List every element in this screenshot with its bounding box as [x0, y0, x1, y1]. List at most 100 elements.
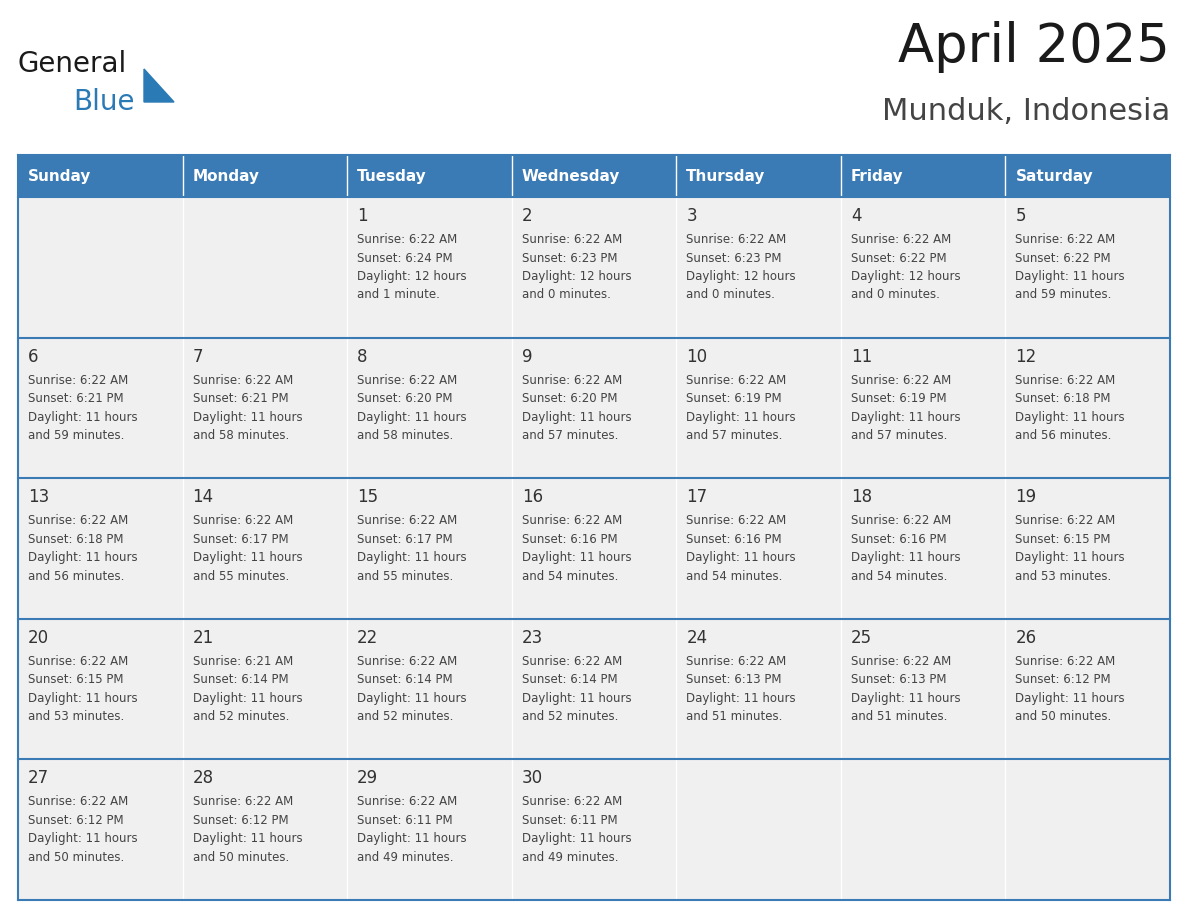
Bar — [183, 155, 347, 197]
Bar — [676, 619, 841, 759]
Text: Sunrise: 6:22 AM
Sunset: 6:23 PM
Daylight: 12 hours
and 0 minutes.: Sunrise: 6:22 AM Sunset: 6:23 PM Dayligh… — [522, 233, 631, 301]
Bar — [18, 759, 183, 900]
Bar — [841, 619, 1005, 759]
Text: Friday: Friday — [851, 169, 904, 184]
Text: Sunrise: 6:22 AM
Sunset: 6:20 PM
Daylight: 11 hours
and 58 minutes.: Sunrise: 6:22 AM Sunset: 6:20 PM Dayligh… — [358, 374, 467, 442]
Text: 19: 19 — [1016, 488, 1037, 506]
Bar — [676, 478, 841, 619]
Bar — [183, 338, 347, 478]
Text: Sunrise: 6:22 AM
Sunset: 6:19 PM
Daylight: 11 hours
and 57 minutes.: Sunrise: 6:22 AM Sunset: 6:19 PM Dayligh… — [687, 374, 796, 442]
Text: 3: 3 — [687, 207, 697, 225]
Text: Munduk, Indonesia: Munduk, Indonesia — [881, 97, 1170, 126]
Bar — [347, 759, 512, 900]
Text: Blue: Blue — [72, 88, 134, 116]
Text: Sunrise: 6:22 AM
Sunset: 6:14 PM
Daylight: 11 hours
and 52 minutes.: Sunrise: 6:22 AM Sunset: 6:14 PM Dayligh… — [358, 655, 467, 723]
Text: 1: 1 — [358, 207, 368, 225]
Bar — [347, 619, 512, 759]
Text: 2: 2 — [522, 207, 532, 225]
Bar — [18, 619, 183, 759]
Text: Sunrise: 6:22 AM
Sunset: 6:17 PM
Daylight: 11 hours
and 55 minutes.: Sunrise: 6:22 AM Sunset: 6:17 PM Dayligh… — [358, 514, 467, 583]
Text: 12: 12 — [1016, 348, 1037, 365]
Text: 9: 9 — [522, 348, 532, 365]
Text: 29: 29 — [358, 769, 378, 788]
Text: 10: 10 — [687, 348, 707, 365]
Bar — [512, 478, 676, 619]
Text: 15: 15 — [358, 488, 378, 506]
Bar — [347, 338, 512, 478]
Text: Sunrise: 6:22 AM
Sunset: 6:13 PM
Daylight: 11 hours
and 51 minutes.: Sunrise: 6:22 AM Sunset: 6:13 PM Dayligh… — [851, 655, 960, 723]
Text: 17: 17 — [687, 488, 707, 506]
Bar — [841, 338, 1005, 478]
Text: 8: 8 — [358, 348, 367, 365]
Bar — [18, 155, 183, 197]
Text: 30: 30 — [522, 769, 543, 788]
Bar — [676, 197, 841, 338]
Bar — [1005, 759, 1170, 900]
Text: Saturday: Saturday — [1016, 169, 1093, 184]
Text: 26: 26 — [1016, 629, 1037, 647]
Text: Sunrise: 6:22 AM
Sunset: 6:21 PM
Daylight: 11 hours
and 58 minutes.: Sunrise: 6:22 AM Sunset: 6:21 PM Dayligh… — [192, 374, 302, 442]
Text: Sunrise: 6:22 AM
Sunset: 6:18 PM
Daylight: 11 hours
and 56 minutes.: Sunrise: 6:22 AM Sunset: 6:18 PM Dayligh… — [29, 514, 138, 583]
Text: 4: 4 — [851, 207, 861, 225]
Text: 16: 16 — [522, 488, 543, 506]
Text: General: General — [18, 50, 127, 78]
Bar — [18, 478, 183, 619]
Text: Sunrise: 6:21 AM
Sunset: 6:14 PM
Daylight: 11 hours
and 52 minutes.: Sunrise: 6:21 AM Sunset: 6:14 PM Dayligh… — [192, 655, 302, 723]
Text: Sunrise: 6:22 AM
Sunset: 6:15 PM
Daylight: 11 hours
and 53 minutes.: Sunrise: 6:22 AM Sunset: 6:15 PM Dayligh… — [29, 655, 138, 723]
Text: Sunrise: 6:22 AM
Sunset: 6:12 PM
Daylight: 11 hours
and 50 minutes.: Sunrise: 6:22 AM Sunset: 6:12 PM Dayligh… — [29, 795, 138, 864]
Text: Sunrise: 6:22 AM
Sunset: 6:12 PM
Daylight: 11 hours
and 50 minutes.: Sunrise: 6:22 AM Sunset: 6:12 PM Dayligh… — [1016, 655, 1125, 723]
Text: Sunrise: 6:22 AM
Sunset: 6:23 PM
Daylight: 12 hours
and 0 minutes.: Sunrise: 6:22 AM Sunset: 6:23 PM Dayligh… — [687, 233, 796, 301]
Text: Sunrise: 6:22 AM
Sunset: 6:17 PM
Daylight: 11 hours
and 55 minutes.: Sunrise: 6:22 AM Sunset: 6:17 PM Dayligh… — [192, 514, 302, 583]
Text: Sunrise: 6:22 AM
Sunset: 6:14 PM
Daylight: 11 hours
and 52 minutes.: Sunrise: 6:22 AM Sunset: 6:14 PM Dayligh… — [522, 655, 631, 723]
Bar — [1005, 155, 1170, 197]
Bar — [183, 197, 347, 338]
Bar — [841, 155, 1005, 197]
Text: 7: 7 — [192, 348, 203, 365]
Polygon shape — [144, 69, 173, 102]
Text: 18: 18 — [851, 488, 872, 506]
Bar — [1005, 197, 1170, 338]
Text: Sunrise: 6:22 AM
Sunset: 6:12 PM
Daylight: 11 hours
and 50 minutes.: Sunrise: 6:22 AM Sunset: 6:12 PM Dayligh… — [192, 795, 302, 864]
Text: April 2025: April 2025 — [898, 21, 1170, 73]
Text: Sunrise: 6:22 AM
Sunset: 6:11 PM
Daylight: 11 hours
and 49 minutes.: Sunrise: 6:22 AM Sunset: 6:11 PM Dayligh… — [358, 795, 467, 864]
Bar — [512, 338, 676, 478]
Text: Tuesday: Tuesday — [358, 169, 426, 184]
Text: Thursday: Thursday — [687, 169, 765, 184]
Text: 13: 13 — [29, 488, 49, 506]
Text: Sunrise: 6:22 AM
Sunset: 6:21 PM
Daylight: 11 hours
and 59 minutes.: Sunrise: 6:22 AM Sunset: 6:21 PM Dayligh… — [29, 374, 138, 442]
Text: 21: 21 — [192, 629, 214, 647]
Bar — [512, 155, 676, 197]
Text: Sunrise: 6:22 AM
Sunset: 6:11 PM
Daylight: 11 hours
and 49 minutes.: Sunrise: 6:22 AM Sunset: 6:11 PM Dayligh… — [522, 795, 631, 864]
Bar — [18, 338, 183, 478]
Text: Sunrise: 6:22 AM
Sunset: 6:13 PM
Daylight: 11 hours
and 51 minutes.: Sunrise: 6:22 AM Sunset: 6:13 PM Dayligh… — [687, 655, 796, 723]
Text: Sunrise: 6:22 AM
Sunset: 6:15 PM
Daylight: 11 hours
and 53 minutes.: Sunrise: 6:22 AM Sunset: 6:15 PM Dayligh… — [1016, 514, 1125, 583]
Bar — [512, 759, 676, 900]
Text: Sunrise: 6:22 AM
Sunset: 6:24 PM
Daylight: 12 hours
and 1 minute.: Sunrise: 6:22 AM Sunset: 6:24 PM Dayligh… — [358, 233, 467, 301]
Bar — [841, 197, 1005, 338]
Bar — [18, 197, 183, 338]
Text: Sunrise: 6:22 AM
Sunset: 6:22 PM
Daylight: 12 hours
and 0 minutes.: Sunrise: 6:22 AM Sunset: 6:22 PM Dayligh… — [851, 233, 960, 301]
Bar — [841, 478, 1005, 619]
Text: 5: 5 — [1016, 207, 1026, 225]
Text: 14: 14 — [192, 488, 214, 506]
Bar — [676, 338, 841, 478]
Text: 23: 23 — [522, 629, 543, 647]
Text: Monday: Monday — [192, 169, 259, 184]
Text: 25: 25 — [851, 629, 872, 647]
Text: Sunday: Sunday — [29, 169, 91, 184]
Text: 28: 28 — [192, 769, 214, 788]
Text: 27: 27 — [29, 769, 49, 788]
Text: Sunrise: 6:22 AM
Sunset: 6:18 PM
Daylight: 11 hours
and 56 minutes.: Sunrise: 6:22 AM Sunset: 6:18 PM Dayligh… — [1016, 374, 1125, 442]
Bar — [512, 619, 676, 759]
Text: 20: 20 — [29, 629, 49, 647]
Bar — [347, 155, 512, 197]
Bar — [676, 759, 841, 900]
Text: Sunrise: 6:22 AM
Sunset: 6:22 PM
Daylight: 11 hours
and 59 minutes.: Sunrise: 6:22 AM Sunset: 6:22 PM Dayligh… — [1016, 233, 1125, 301]
Bar — [1005, 619, 1170, 759]
Bar — [347, 478, 512, 619]
Text: Wednesday: Wednesday — [522, 169, 620, 184]
Bar — [183, 759, 347, 900]
Bar — [183, 619, 347, 759]
Text: Sunrise: 6:22 AM
Sunset: 6:16 PM
Daylight: 11 hours
and 54 minutes.: Sunrise: 6:22 AM Sunset: 6:16 PM Dayligh… — [851, 514, 960, 583]
Bar — [841, 759, 1005, 900]
